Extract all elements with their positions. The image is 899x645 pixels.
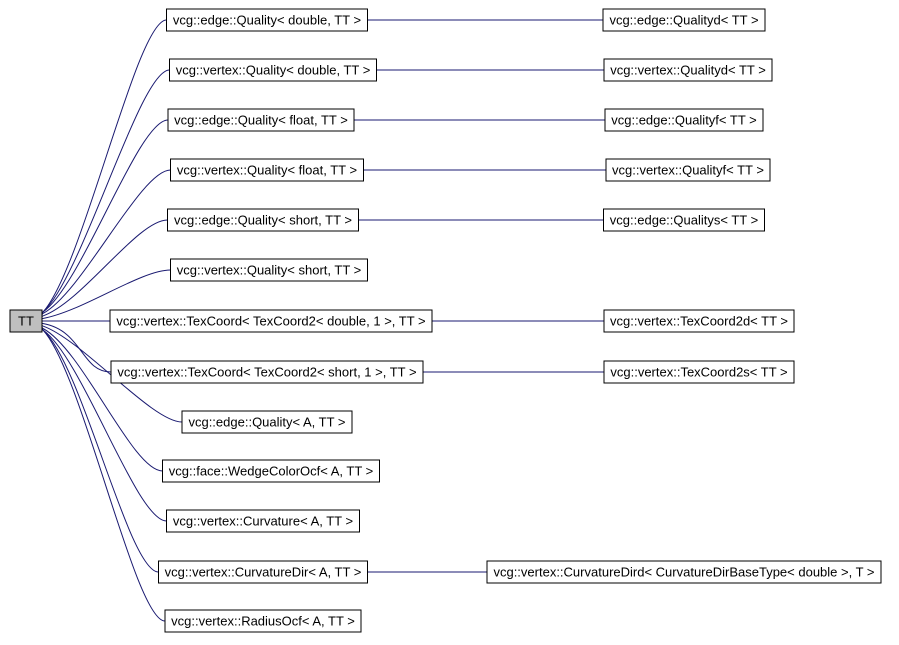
node-r0[interactable]: vcg::edge::Qualityd< TT >: [603, 9, 765, 31]
node-m3[interactable]: vcg::vertex::Quality< float, TT >: [171, 159, 364, 181]
edge-to-root: [43, 20, 167, 312]
node-label: TT: [18, 313, 34, 328]
node-m5[interactable]: vcg::vertex::Quality< short, TT >: [171, 259, 368, 281]
node-label: vcg::vertex::Curvature< A, TT >: [173, 513, 353, 528]
node-r4[interactable]: vcg::edge::Qualitys< TT >: [604, 209, 765, 231]
node-label: vcg::edge::Quality< short, TT >: [174, 212, 352, 227]
node-m4[interactable]: vcg::edge::Quality< short, TT >: [168, 209, 359, 231]
node-m6[interactable]: vcg::vertex::TexCoord< TexCoord2< double…: [110, 310, 432, 332]
node-m0[interactable]: vcg::edge::Quality< double, TT >: [167, 9, 368, 31]
node-label: vcg::vertex::TexCoord2s< TT >: [610, 364, 787, 379]
node-r6[interactable]: vcg::vertex::TexCoord2s< TT >: [604, 361, 794, 383]
node-root[interactable]: TT: [10, 310, 42, 332]
node-r1[interactable]: vcg::vertex::Qualityd< TT >: [604, 59, 772, 81]
node-label: vcg::vertex::RadiusOcf< A, TT >: [171, 613, 355, 628]
node-m2[interactable]: vcg::edge::Quality< float, TT >: [168, 109, 354, 131]
node-m9[interactable]: vcg::face::WedgeColorOcf< A, TT >: [163, 460, 380, 482]
inheritance-diagram: TT vcg::edge::Quality< double, TT >vcg::v…: [0, 0, 899, 645]
edge-to-root: [43, 220, 168, 316]
node-r5[interactable]: vcg::vertex::TexCoord2d< TT >: [604, 310, 794, 332]
node-label: vcg::vertex::CurvatureDir< A, TT >: [165, 564, 362, 579]
node-label: vcg::vertex::Qualityd< TT >: [610, 62, 766, 77]
node-m1[interactable]: vcg::vertex::Quality< double, TT >: [170, 59, 377, 81]
node-label: vcg::face::WedgeColorOcf< A, TT >: [169, 463, 374, 478]
node-label: vcg::vertex::Qualityf< TT >: [612, 162, 764, 177]
edge-to-root: [43, 70, 170, 312]
edge-to-root: [43, 170, 171, 313]
node-r2[interactable]: vcg::edge::Qualityf< TT >: [605, 109, 763, 131]
node-m7[interactable]: vcg::vertex::TexCoord< TexCoord2< short,…: [111, 361, 423, 383]
node-label: vcg::edge::Qualitys< TT >: [610, 212, 758, 227]
node-label: vcg::edge::Qualityf< TT >: [611, 112, 757, 127]
node-label: vcg::vertex::Quality< float, TT >: [177, 162, 357, 177]
node-r3[interactable]: vcg::vertex::Qualityf< TT >: [606, 159, 770, 181]
node-label: vcg::vertex::CurvatureDird< CurvatureDir…: [493, 564, 874, 579]
edge-to-root: [43, 330, 167, 521]
node-label: vcg::edge::Qualityd< TT >: [609, 12, 758, 27]
node-m12[interactable]: vcg::vertex::RadiusOcf< A, TT >: [165, 610, 361, 632]
node-label: vcg::vertex::Quality< double, TT >: [176, 62, 371, 77]
node-label: vcg::vertex::TexCoord2d< TT >: [610, 313, 788, 328]
node-m10[interactable]: vcg::vertex::Curvature< A, TT >: [167, 510, 360, 532]
node-label: vcg::vertex::TexCoord< TexCoord2< double…: [116, 313, 425, 328]
node-label: vcg::vertex::Quality< short, TT >: [177, 262, 361, 277]
node-r7[interactable]: vcg::vertex::CurvatureDird< CurvatureDir…: [487, 561, 881, 583]
node-m11[interactable]: vcg::vertex::CurvatureDir< A, TT >: [159, 561, 368, 583]
node-label: vcg::edge::Quality< double, TT >: [173, 12, 361, 27]
node-label: vcg::vertex::TexCoord< TexCoord2< short,…: [117, 364, 416, 379]
node-label: vcg::edge::Quality< A, TT >: [188, 414, 345, 429]
node-label: vcg::edge::Quality< float, TT >: [174, 112, 348, 127]
node-m8[interactable]: vcg::edge::Quality< A, TT >: [182, 411, 352, 433]
edge-to-root: [43, 120, 168, 312]
